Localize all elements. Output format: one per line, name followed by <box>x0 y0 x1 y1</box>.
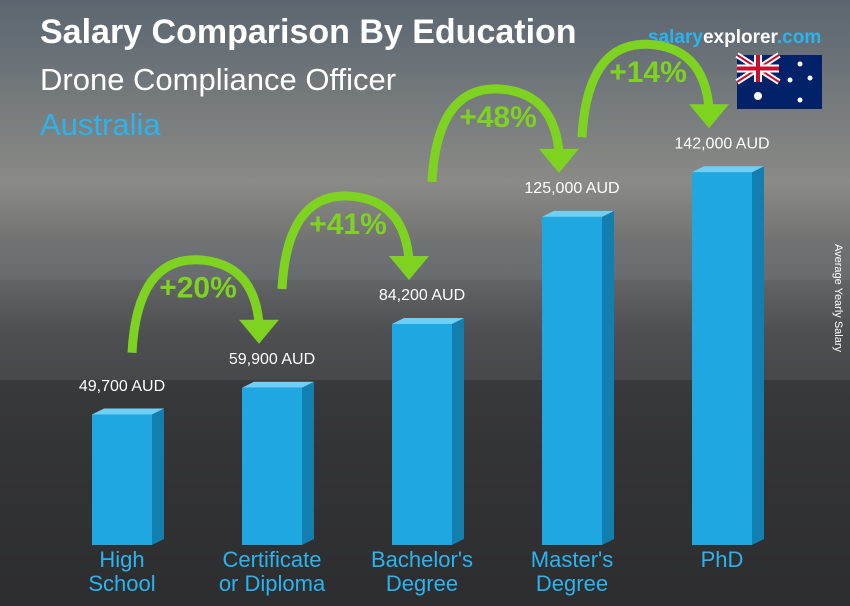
increase-arrowhead <box>539 148 579 173</box>
bar-side <box>152 408 164 545</box>
increase-label: +41% <box>309 208 387 241</box>
x-tick-label: Master's Degree <box>530 547 614 596</box>
bar <box>392 323 452 545</box>
increase-arrowhead <box>389 255 429 280</box>
x-tick-label: Bachelor's Degree <box>370 547 474 596</box>
increase-arrow <box>127 255 264 354</box>
bar-side <box>752 166 764 545</box>
bar-top <box>542 210 614 217</box>
bar-side <box>452 317 464 545</box>
increase-arrow <box>277 191 414 290</box>
increase-arrow <box>427 84 564 183</box>
region: Australia <box>40 107 161 142</box>
y-axis-label: Average Yearly Salary <box>832 244 844 353</box>
increase-label: +48% <box>459 101 537 134</box>
value-label: 84,200 AUD <box>379 287 465 304</box>
x-tick-label: PhD <box>700 547 744 572</box>
value-label: 59,900 AUD <box>229 351 315 368</box>
bar <box>92 414 152 545</box>
increase-arrow <box>577 39 714 138</box>
increase-label: +14% <box>609 56 687 89</box>
brand-part: explorer <box>703 27 779 48</box>
x-tick-label: High School <box>88 547 156 596</box>
bar-side <box>602 210 614 545</box>
bar-top <box>92 408 164 415</box>
brand-part: .com <box>777 27 821 48</box>
bar-side <box>302 381 314 545</box>
increase-arrowhead <box>689 104 729 129</box>
brand: salaryexplorer.com <box>648 27 821 48</box>
bar-top <box>392 317 464 324</box>
bar-top <box>242 381 314 388</box>
chart-subtitle: Drone Compliance Officer <box>40 62 396 97</box>
increase-label: +20% <box>159 272 237 305</box>
bar <box>542 216 602 545</box>
flag <box>735 52 822 109</box>
value-label: 125,000 AUD <box>524 180 619 197</box>
value-label: 49,700 AUD <box>79 378 165 395</box>
bar <box>242 387 302 545</box>
bar-top <box>692 166 764 173</box>
x-tick-label: Certificate or Diploma <box>218 547 326 596</box>
bar <box>692 172 752 545</box>
chart-title: Salary Comparison By Education <box>40 13 577 51</box>
value-label: 142,000 AUD <box>674 135 769 152</box>
increase-arrowhead <box>239 319 279 344</box>
